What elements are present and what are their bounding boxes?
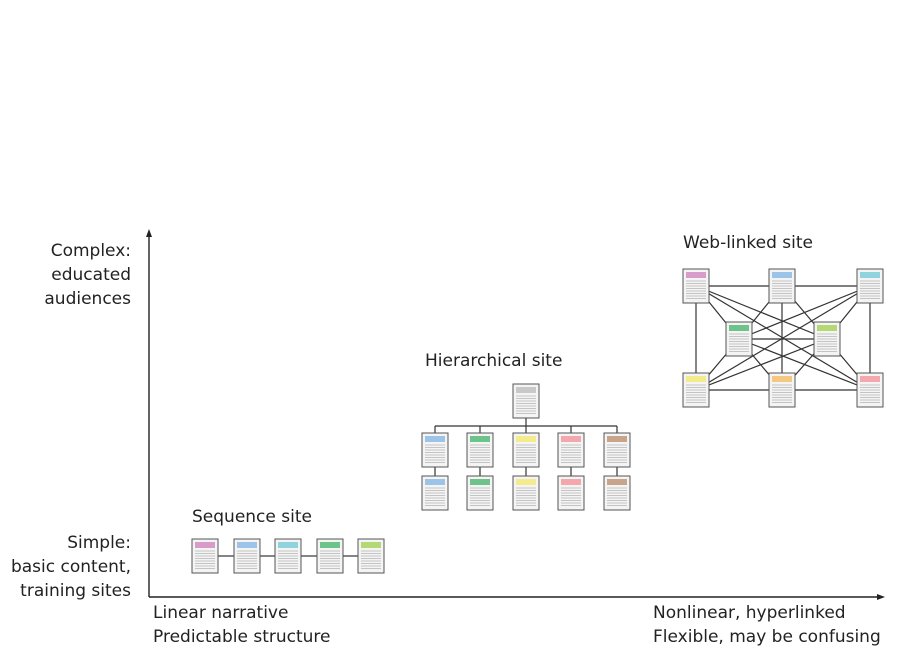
- web-top-page-1: [682, 268, 710, 304]
- hierarchy-level2-page-1: [421, 475, 449, 511]
- page-header-bar: [686, 376, 706, 382]
- hierarchical-site-title: Hierarchical site: [425, 351, 563, 371]
- axes: [146, 229, 885, 600]
- x-left-line-2: Predictable structure: [153, 627, 331, 647]
- web-top-page-3: [856, 268, 884, 304]
- hierarchy-level1-page-2: [466, 432, 494, 468]
- web-link: [738, 338, 871, 391]
- y-bottom-line-3: training sites: [20, 581, 131, 601]
- sequence-page-4: [316, 538, 344, 574]
- y-axis-top-label: Complex: educated audiences: [44, 239, 131, 311]
- page-header-bar: [561, 436, 581, 442]
- page-header-bar: [772, 272, 792, 278]
- web-middle-page-1: [725, 321, 753, 357]
- x-axis-right-label: Nonlinear, hyperlinked Flexible, may be …: [653, 601, 881, 649]
- page-header-bar: [425, 479, 445, 485]
- page-header-bar: [361, 542, 381, 548]
- hierarchy-level1-page-1: [421, 432, 449, 468]
- page-header-bar: [425, 436, 445, 442]
- web-link: [695, 285, 871, 391]
- hierarchy-level1-page-3: [512, 432, 540, 468]
- page-header-bar: [516, 436, 536, 442]
- web-site-title: Web-linked site: [683, 233, 814, 253]
- web-bottom-page-3: [856, 372, 884, 408]
- web-top-page-2: [768, 268, 796, 304]
- x-left-line-1: Linear narrative: [153, 603, 289, 623]
- y-top-line-2: educated: [51, 265, 131, 285]
- web-bottom-page-2: [768, 372, 796, 408]
- page-header-bar: [772, 376, 792, 382]
- hierarchy-level2-page-4: [557, 475, 585, 511]
- y-top-line-3: audiences: [44, 289, 131, 309]
- hierarchy-level1-page-5: [603, 432, 631, 468]
- sequence-page-5: [357, 538, 385, 574]
- page-icons: [191, 268, 884, 574]
- hierarchy-level2-page-3: [512, 475, 540, 511]
- web-middle-page-2: [813, 321, 841, 357]
- hierarchy-root-page: [512, 383, 540, 419]
- page-header-bar: [729, 325, 749, 331]
- x-axis-left-label: Linear narrative Predictable structure: [153, 601, 331, 649]
- sequence-page-3: [274, 538, 302, 574]
- page-header-bar: [237, 542, 257, 548]
- connector-lines: [218, 285, 871, 557]
- sequence-page-1: [191, 538, 219, 574]
- page-header-bar: [516, 479, 536, 485]
- page-header-bar: [860, 272, 880, 278]
- page-header-bar: [320, 542, 340, 548]
- page-header-bar: [607, 479, 627, 485]
- y-bottom-line-2: basic content,: [10, 557, 131, 577]
- web-link: [695, 285, 828, 340]
- x-right-line-2: Flexible, may be confusing: [653, 627, 881, 647]
- x-axis-arrow-icon: [877, 594, 885, 600]
- page-header-bar: [516, 387, 536, 393]
- web-link: [695, 338, 828, 391]
- hierarchy-level1-page-4: [557, 432, 585, 468]
- y-axis-bottom-label: Simple: basic content, training sites: [11, 531, 131, 603]
- sequence-page-2: [233, 538, 261, 574]
- page-header-bar: [817, 325, 837, 331]
- web-bottom-page-1: [682, 372, 710, 408]
- hierarchy-level2-page-2: [466, 475, 494, 511]
- sequence-site-title: Sequence site: [192, 507, 312, 527]
- page-header-bar: [470, 436, 490, 442]
- page-header-bar: [195, 542, 215, 548]
- page-header-bar: [561, 479, 581, 485]
- page-header-bar: [470, 479, 490, 485]
- page-header-bar: [278, 542, 298, 548]
- web-link: [738, 285, 871, 340]
- page-header-bar: [607, 436, 627, 442]
- x-right-line-1: Nonlinear, hyperlinked: [653, 603, 846, 623]
- page-header-bar: [686, 272, 706, 278]
- hierarchy-level2-page-5: [603, 475, 631, 511]
- page-header-bar: [860, 376, 880, 382]
- y-top-line-1: Complex:: [50, 241, 131, 261]
- y-bottom-line-1: Simple:: [67, 533, 131, 553]
- y-axis-arrow-icon: [146, 229, 152, 237]
